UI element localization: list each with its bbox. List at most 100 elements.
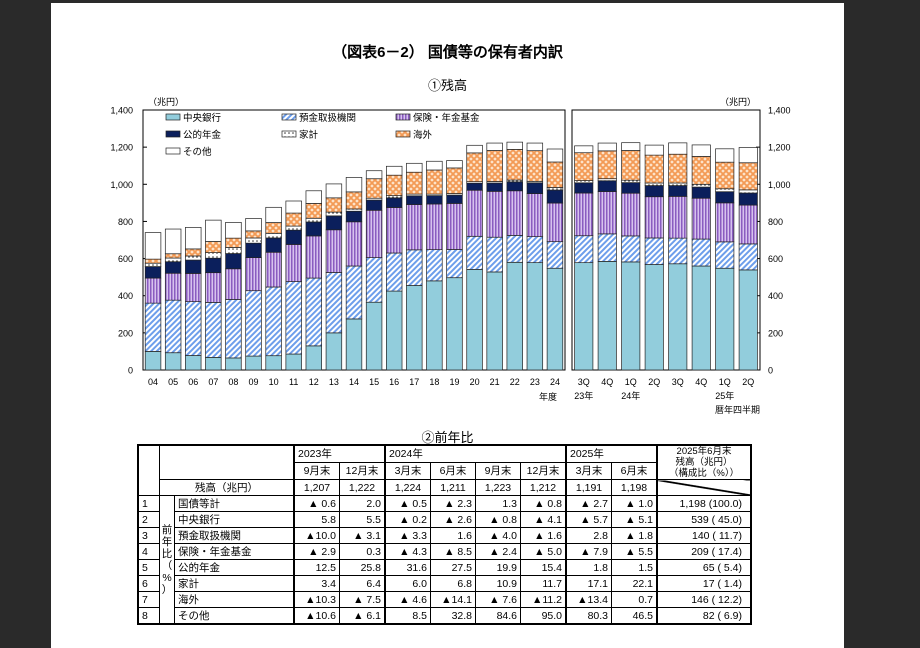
bar-segment [526,262,544,371]
bar-segment [691,265,711,371]
y-tick-label: 800 [768,217,783,227]
month-header: 3月末 [384,462,431,480]
bar-segment [144,258,162,264]
y-tick-label: 1,000 [110,180,133,190]
bar-segment [406,204,423,251]
bar-segment [466,268,483,371]
document-page: （図表6－2） 国債等の保有者内訳 ①残高 [51,3,844,648]
legend-swatch [281,113,297,121]
bar-segment [406,171,423,195]
side-label-char: % [162,571,172,584]
bar-segment [738,162,758,191]
bar-segment [738,147,758,164]
table-row: 1 前年比（%）国債等計 ▲ 0.6 2.0 ▲ 0.5 ▲ 2.3 1.3 ▲ 0.8 ▲ 2… [137,495,752,625]
bar-segment [668,263,688,371]
legend-label: 家計 [299,129,319,141]
x-tick-label: 1Q [719,377,731,387]
bar-segment [597,142,617,152]
bar-segment [325,272,343,334]
bar-segment [285,281,302,355]
bar-segment [466,235,483,270]
legend-label: 預金取扱機関 [299,112,356,124]
bar-segment [285,212,302,227]
x-year-label: 23年 [574,390,593,401]
balance-value: 1,222 [339,479,386,496]
table-row: 4 保険・年金基金 ▲ 2.9 0.3 ▲ 4.3 ▲ 8.5 ▲ 2.4 ▲ 5.0 ▲ 7.… [137,543,752,560]
row-number: 5 [137,559,160,576]
bar-segment [668,182,688,186]
side-label-char: ） [161,583,173,596]
balance-share-value: 17 ( 1.4) [656,575,752,592]
yoy-value: 5.8 [293,511,340,528]
bar-segment [185,301,202,356]
yoy-value: ▲10.0 [293,527,340,544]
x-tick-label: 07 [208,377,218,387]
bar-segment [668,153,688,184]
bar-segment [386,174,403,196]
corner-cell [159,444,295,480]
bar-segment [285,200,302,214]
bar-segment [185,273,202,303]
bar-segment [325,197,343,213]
balance-share-value: 1,198 (100.0) [656,495,752,512]
bar-segment [245,218,262,232]
yoy-value: 6.4 [339,575,386,592]
bar-segment [325,229,343,273]
x-tick-label: 4Q [695,377,707,387]
bar-segment [245,230,262,239]
bar-segment [305,203,322,219]
bar-segment [144,262,162,267]
bar-segment [245,290,262,357]
bar-segment [446,160,463,169]
year-header: 2023年 [293,444,386,463]
bar-segment [365,209,383,258]
bar-segment [185,227,202,250]
bar-segment [506,235,523,263]
bar-segment [225,357,242,371]
yoy-value: ▲ 8.5 [430,543,476,560]
bar-segment [164,272,182,301]
bar-segment [691,183,711,188]
row-name: 預金取扱機関 [174,527,295,544]
bar-segment [185,259,202,274]
bar-segment [526,150,544,182]
yoy-value: ▲ 1.8 [611,527,658,544]
bar-segment [506,261,523,371]
bar-segment [574,152,594,181]
balance-row: 残高（兆円） 1,207 1,222 1,224 1,211 1,223 1,212 1,19… [138,479,752,496]
yoy-value: 12.5 [293,559,340,576]
bar-segment [185,255,202,261]
bar-segment [225,247,242,254]
bar-segment [526,193,544,238]
row-number: 1 [137,495,160,512]
month-header: 12月末 [520,462,567,480]
bar-segment [466,152,483,183]
bar-segment [597,261,617,371]
bar-segment [285,225,302,231]
bar-segment [546,161,564,188]
bar-segment [225,237,242,248]
last-col-header-line: 2025年6月末 [676,446,732,457]
bar-segment [345,318,363,371]
balance-value: 1,191 [565,479,612,496]
bar-segment [144,232,162,260]
bar-segment [144,351,162,371]
x-tick-label: 24 [550,377,560,387]
bar-segment [526,182,544,194]
bar-segment [406,162,423,173]
bar-segment [325,332,343,371]
bar-segment [386,252,403,292]
yoy-value: ▲ 4.3 [384,543,431,560]
x-tick-label: 16 [389,377,399,387]
x-tick-label: 21 [490,377,500,387]
bar-segment [738,192,758,206]
yoy-value: 1.5 [611,559,658,576]
balance-label: 残高（兆円） [159,479,295,496]
bar-segment [526,236,544,264]
bar-segment [466,182,483,191]
bar-segment [621,235,641,263]
bar-segment [574,235,594,264]
bar-segment [691,156,711,185]
yoy-value: 0.3 [339,543,386,560]
bar-segment [597,150,617,180]
